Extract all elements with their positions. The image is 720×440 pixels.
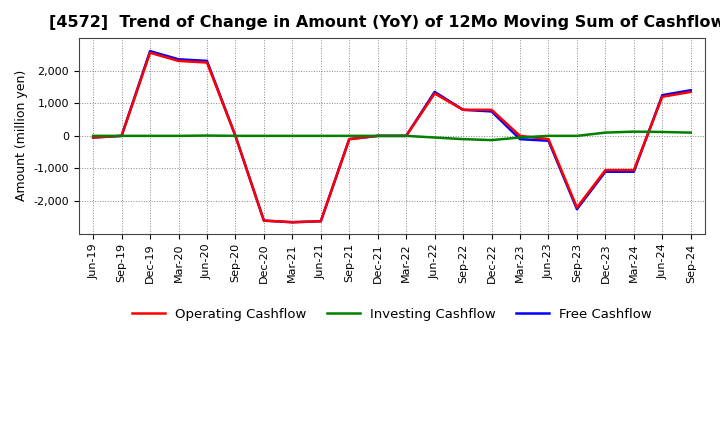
- Legend: Operating Cashflow, Investing Cashflow, Free Cashflow: Operating Cashflow, Investing Cashflow, …: [127, 303, 657, 326]
- Investing Cashflow: [345, 133, 354, 139]
- Operating Cashflow: [487, 107, 496, 113]
- Investing Cashflow: [516, 135, 524, 140]
- Free Cashflow: [145, 48, 154, 54]
- Investing Cashflow: [431, 135, 439, 140]
- Operating Cashflow: [402, 133, 410, 139]
- Free Cashflow: [231, 133, 240, 139]
- Free Cashflow: [174, 57, 183, 62]
- Free Cashflow: [459, 107, 467, 113]
- Free Cashflow: [402, 133, 410, 139]
- Operating Cashflow: [572, 205, 581, 210]
- Free Cashflow: [686, 88, 695, 93]
- Investing Cashflow: [572, 133, 581, 139]
- Title: [4572]  Trend of Change in Amount (YoY) of 12Mo Moving Sum of Cashflows: [4572] Trend of Change in Amount (YoY) o…: [49, 15, 720, 30]
- Investing Cashflow: [145, 133, 154, 139]
- Free Cashflow: [487, 109, 496, 114]
- Free Cashflow: [516, 136, 524, 142]
- Operating Cashflow: [117, 133, 126, 139]
- Free Cashflow: [345, 136, 354, 142]
- Free Cashflow: [431, 89, 439, 95]
- Investing Cashflow: [459, 136, 467, 142]
- Free Cashflow: [629, 169, 638, 174]
- Investing Cashflow: [231, 133, 240, 139]
- Operating Cashflow: [317, 219, 325, 224]
- Investing Cashflow: [629, 129, 638, 134]
- Free Cashflow: [374, 133, 382, 139]
- Operating Cashflow: [601, 168, 610, 173]
- Operating Cashflow: [174, 58, 183, 63]
- Investing Cashflow: [174, 133, 183, 139]
- Operating Cashflow: [231, 133, 240, 139]
- Operating Cashflow: [431, 91, 439, 96]
- Free Cashflow: [572, 206, 581, 212]
- Free Cashflow: [544, 138, 553, 143]
- Operating Cashflow: [516, 133, 524, 139]
- Investing Cashflow: [288, 133, 297, 139]
- Line: Free Cashflow: Free Cashflow: [93, 51, 690, 222]
- Line: Investing Cashflow: Investing Cashflow: [93, 132, 690, 140]
- Y-axis label: Amount (million yen): Amount (million yen): [15, 70, 28, 202]
- Investing Cashflow: [544, 133, 553, 139]
- Operating Cashflow: [629, 168, 638, 173]
- Investing Cashflow: [374, 133, 382, 139]
- Operating Cashflow: [686, 89, 695, 95]
- Investing Cashflow: [487, 137, 496, 143]
- Operating Cashflow: [345, 136, 354, 142]
- Operating Cashflow: [260, 218, 269, 223]
- Investing Cashflow: [89, 133, 97, 139]
- Free Cashflow: [117, 133, 126, 139]
- Free Cashflow: [317, 219, 325, 224]
- Free Cashflow: [601, 169, 610, 174]
- Investing Cashflow: [317, 133, 325, 139]
- Free Cashflow: [202, 58, 211, 63]
- Line: Operating Cashflow: Operating Cashflow: [93, 53, 690, 222]
- Investing Cashflow: [402, 133, 410, 139]
- Operating Cashflow: [544, 136, 553, 142]
- Operating Cashflow: [374, 133, 382, 139]
- Free Cashflow: [260, 218, 269, 223]
- Operating Cashflow: [288, 220, 297, 225]
- Investing Cashflow: [601, 130, 610, 135]
- Operating Cashflow: [145, 50, 154, 55]
- Free Cashflow: [89, 135, 97, 140]
- Investing Cashflow: [117, 133, 126, 139]
- Free Cashflow: [658, 92, 667, 98]
- Investing Cashflow: [686, 130, 695, 135]
- Free Cashflow: [288, 220, 297, 225]
- Operating Cashflow: [89, 135, 97, 140]
- Operating Cashflow: [459, 107, 467, 113]
- Operating Cashflow: [202, 60, 211, 65]
- Operating Cashflow: [658, 94, 667, 99]
- Investing Cashflow: [260, 133, 269, 139]
- Investing Cashflow: [658, 129, 667, 135]
- Investing Cashflow: [202, 133, 211, 138]
